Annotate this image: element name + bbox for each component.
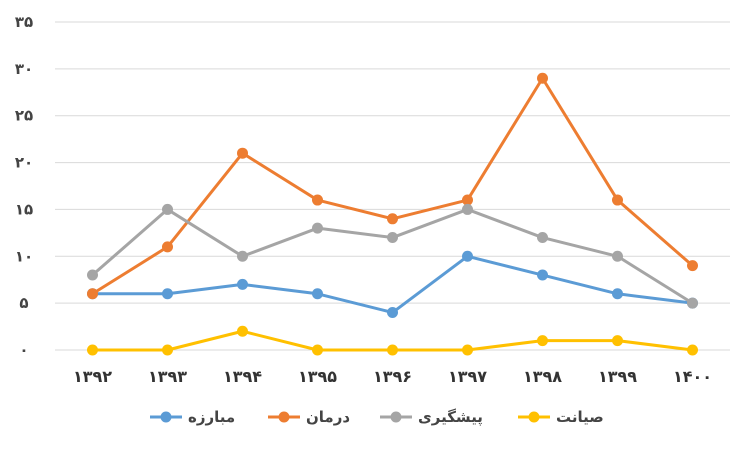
series-1: [87, 72, 698, 300]
series-0: [87, 250, 698, 319]
legend-item-2: پیشگیری: [380, 408, 483, 427]
legend: مبارزه درمان پیشگیری صیانت: [150, 408, 604, 427]
y-tick-label-2: ۱۰: [15, 247, 33, 265]
data-point-3-4: [387, 344, 398, 356]
data-point-3-3: [312, 344, 323, 356]
data-point-2-7: [612, 250, 623, 262]
y-tick-label-1: ۵: [19, 294, 28, 312]
data-point-1-7: [612, 194, 623, 206]
series-line-1: [91, 76, 694, 296]
data-point-0-2: [237, 278, 248, 290]
data-point-3-1: [162, 344, 173, 356]
data-point-2-2: [237, 250, 248, 262]
data-point-1-5: [462, 194, 473, 206]
data-point-1-0: [87, 288, 98, 300]
data-point-0-6: [537, 269, 548, 281]
data-point-3-2: [237, 325, 248, 337]
data-point-2-4: [387, 232, 398, 244]
data-point-1-6: [537, 72, 548, 84]
y-tick-label-7: ۳۵: [15, 13, 33, 31]
legend-label-1: درمان: [306, 408, 350, 426]
legend-swatch-marker-2: [390, 411, 402, 423]
y-axis-ticks: ۰ ۵ ۱۰ ۱۵ ۲۰ ۲۵ ۳۰ ۳۵: [15, 13, 33, 359]
x-tick-label-6: ۱۳۹۸: [523, 367, 562, 386]
x-tick-label-8: ۱۴۰۰: [673, 367, 712, 386]
legend-swatch-marker-1: [278, 411, 290, 423]
data-point-3-5: [462, 344, 473, 356]
data-point-1-8: [687, 260, 698, 272]
x-tick-label-3: ۱۳۹۵: [298, 367, 337, 386]
x-axis-ticks: ۱۳۹۲ ۱۳۹۳ ۱۳۹۴ ۱۳۹۵ ۱۳۹۶ ۱۳۹۷ ۱۳۹۸ ۱۳۹۹ ۱۴۰۰: [73, 367, 712, 386]
data-point-1-3: [312, 194, 323, 206]
data-point-2-1: [162, 203, 173, 215]
legend-label-0: مبارزه: [188, 408, 235, 426]
y-tick-label-5: ۲۵: [15, 107, 33, 125]
series-3: [87, 325, 698, 356]
data-point-3-8: [687, 344, 698, 356]
x-tick-label-5: ۱۳۹۷: [448, 367, 487, 386]
legend-label-3: صیانت: [556, 408, 604, 426]
x-tick-label-7: ۱۳۹۹: [598, 367, 637, 386]
data-point-1-1: [162, 241, 173, 253]
data-point-2-8: [687, 297, 698, 309]
gridlines: [55, 21, 730, 351]
data-point-3-6: [537, 335, 548, 347]
series-lines: [87, 72, 698, 356]
data-point-3-0: [87, 344, 98, 356]
y-tick-label-4: ۲۰: [15, 154, 33, 172]
legend-item-3: صیانت: [518, 408, 604, 426]
data-point-2-3: [312, 222, 323, 234]
y-tick-label-6: ۳۰: [15, 60, 33, 78]
series-2: [87, 203, 698, 309]
data-point-0-3: [312, 288, 323, 300]
y-tick-label-3: ۱۵: [15, 200, 33, 218]
data-point-2-5: [462, 203, 473, 215]
legend-item-0: مبارزه: [150, 408, 235, 426]
legend-item-1: درمان: [268, 408, 350, 426]
data-point-2-6: [537, 232, 548, 244]
x-tick-label-2: ۱۳۹۴: [223, 367, 262, 386]
data-point-0-4: [387, 307, 398, 319]
x-tick-label-4: ۱۳۹۶: [373, 367, 412, 386]
data-point-0-7: [612, 288, 623, 300]
data-point-1-2: [237, 147, 248, 159]
y-tick-label-0: ۰: [19, 341, 28, 359]
x-tick-label-0: ۱۳۹۲: [73, 367, 112, 386]
x-tick-label-1: ۱۳۹۳: [148, 367, 187, 386]
data-point-0-5: [462, 250, 473, 262]
data-point-0-1: [162, 288, 173, 300]
data-point-2-0: [87, 269, 98, 281]
legend-swatch-marker-0: [160, 411, 172, 423]
data-point-3-7: [612, 335, 623, 347]
series-line-0: [91, 254, 694, 315]
legend-swatch-marker-3: [528, 411, 540, 423]
data-point-1-4: [387, 213, 398, 225]
legend-label-2: پیشگیری: [418, 408, 483, 427]
